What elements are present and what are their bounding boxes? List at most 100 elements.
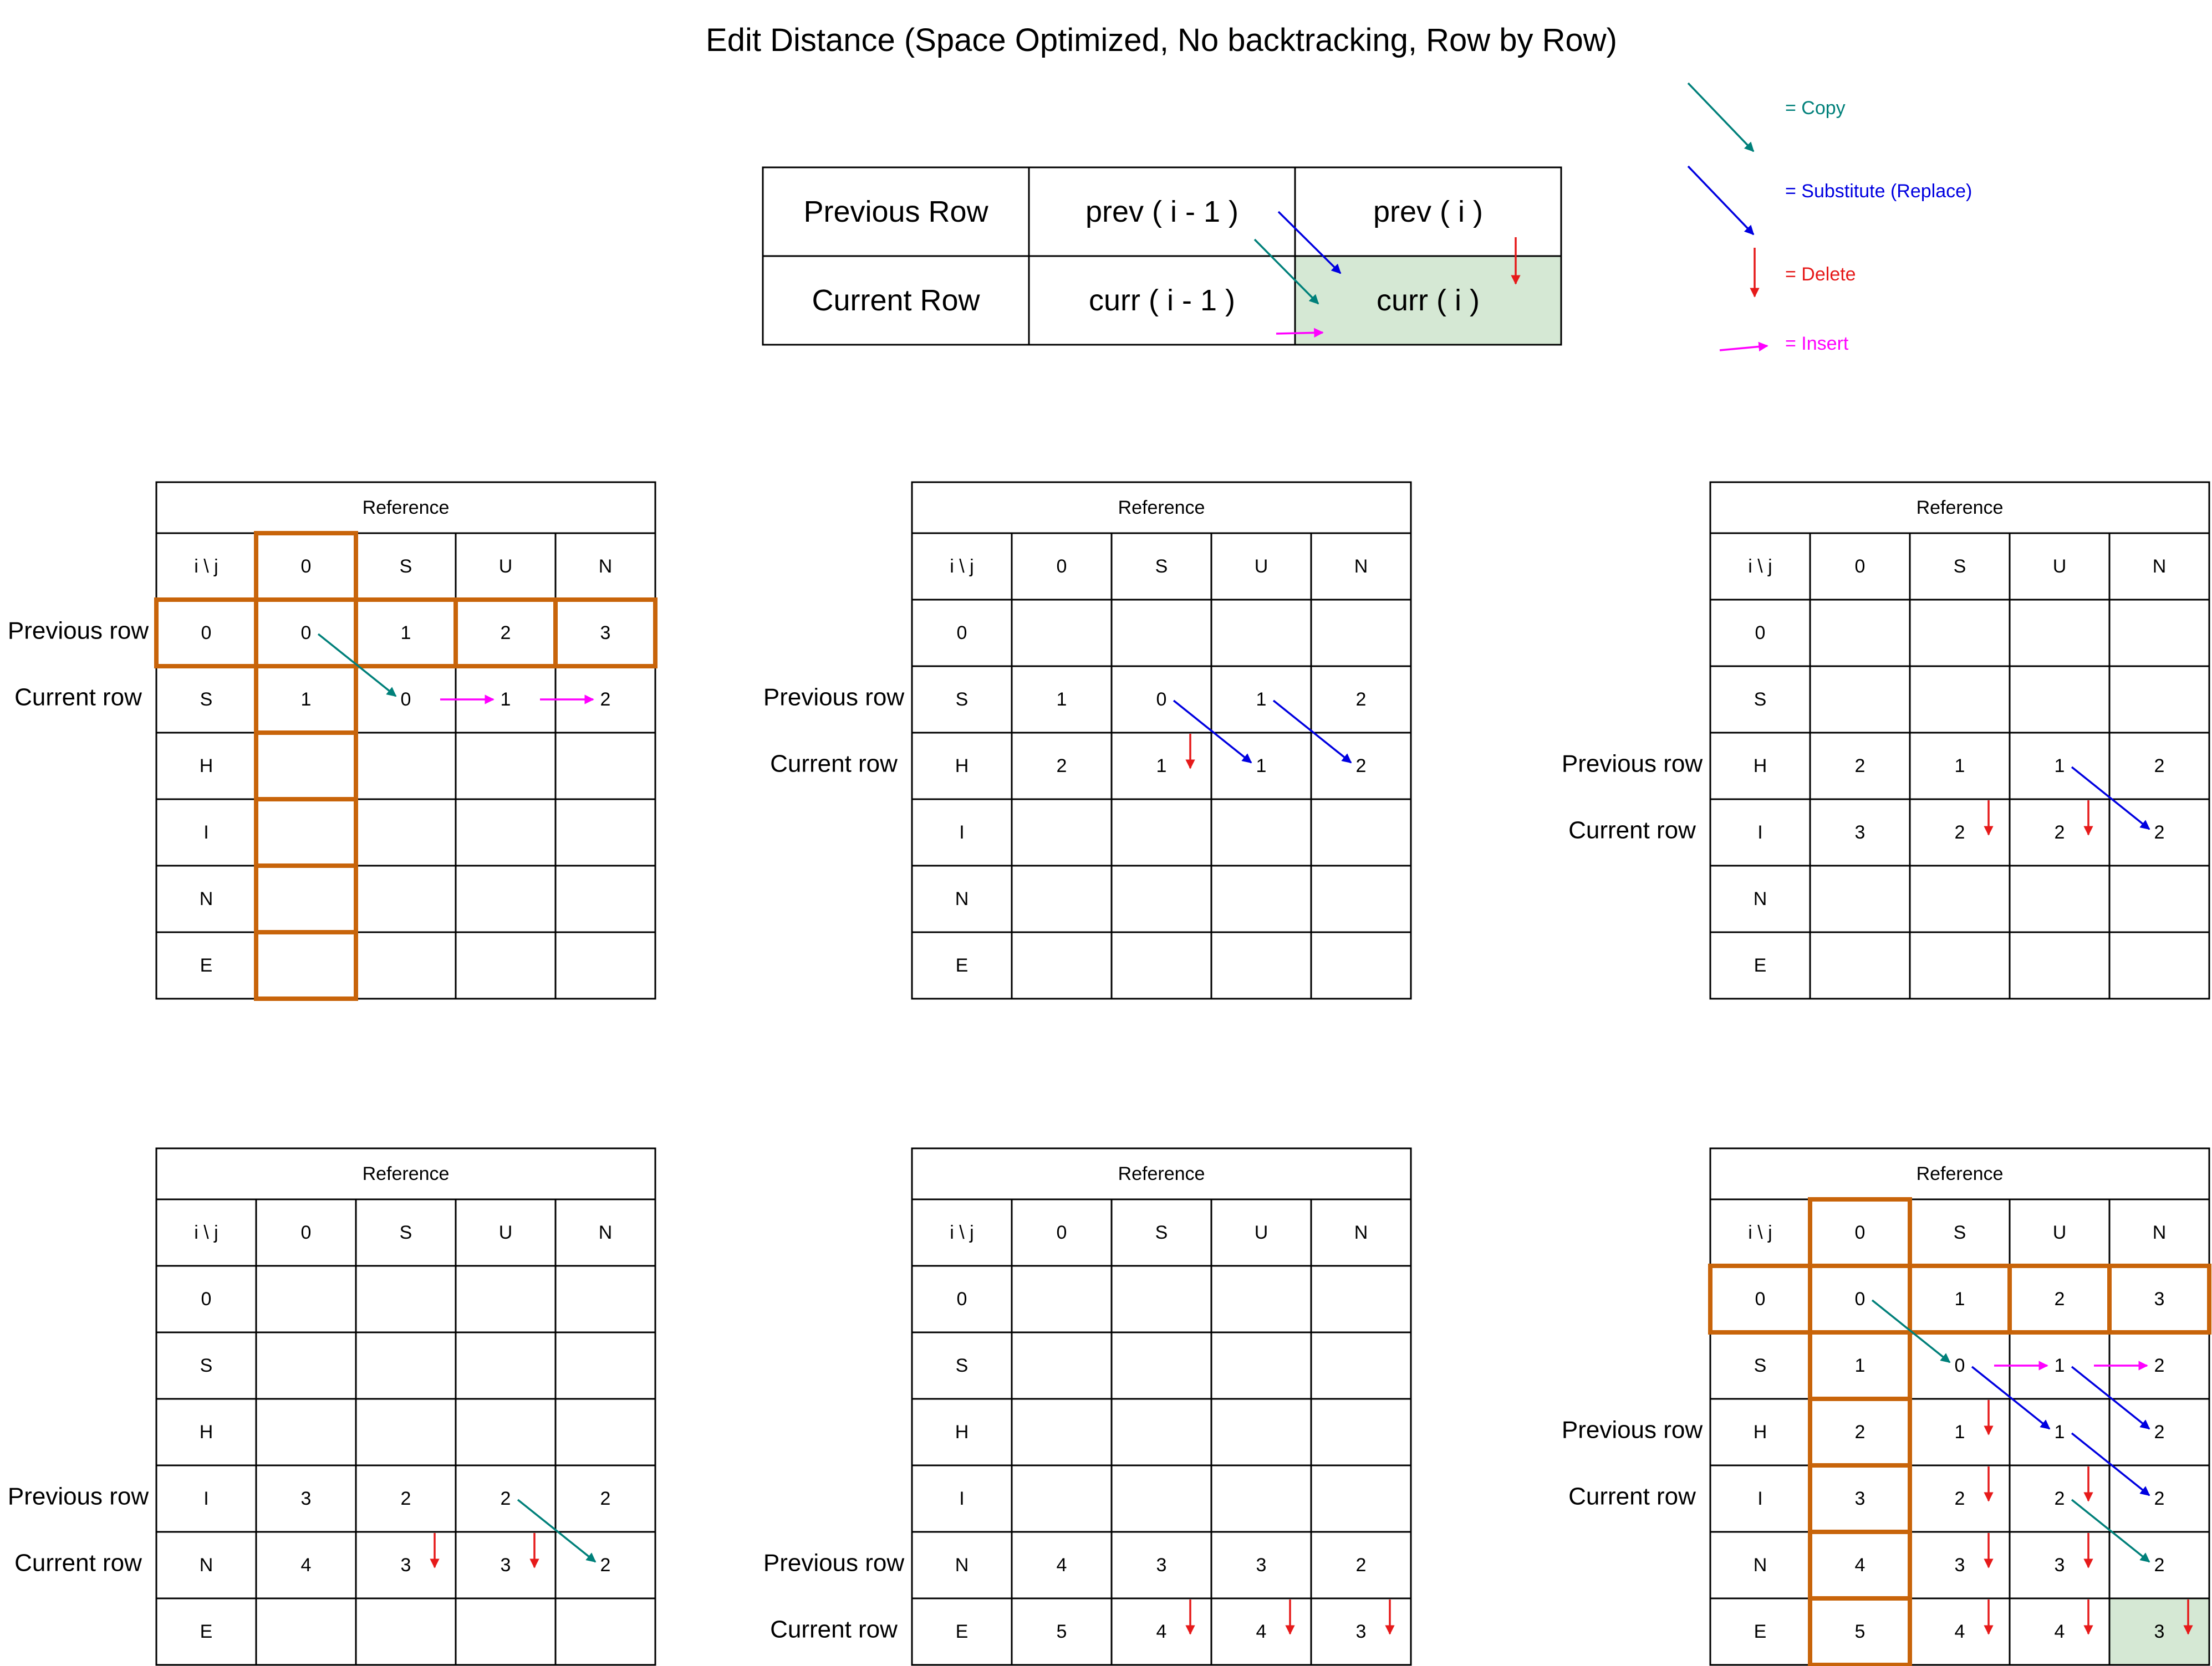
grid-cell bbox=[355, 1398, 457, 1466]
key-table: Previous Row prev ( i - 1 ) prev ( i ) Curr… bbox=[762, 166, 1562, 346]
reference-header: Reference bbox=[363, 1163, 450, 1184]
dp-value: 1 bbox=[1955, 1422, 1965, 1443]
grid-cell bbox=[1310, 1398, 1412, 1466]
grid-cell bbox=[355, 1597, 457, 1666]
grid-header-label: N bbox=[1754, 1555, 1767, 1576]
dp-value: 1 bbox=[1955, 1289, 1965, 1310]
grid-cell bbox=[355, 865, 457, 933]
grid-cell bbox=[554, 732, 656, 800]
dp-value: 2 bbox=[2154, 755, 2165, 776]
grid-header-label: H bbox=[1754, 755, 1767, 776]
dp-value: 2 bbox=[401, 1488, 411, 1509]
grid-header-label: H bbox=[955, 755, 969, 776]
grid-header-label: U bbox=[2053, 556, 2067, 577]
current-row-label: Current row bbox=[14, 684, 142, 711]
grid-header-label: S bbox=[200, 1355, 213, 1376]
dp-grid: Reference i \ j 0 S U N 0 S H 2 1 1 2 I 3 2 2 2 N E Previous… bbox=[1562, 481, 2210, 1000]
grid-header-label: S bbox=[1155, 556, 1168, 577]
grid-cell bbox=[1809, 599, 1911, 667]
grid-header-label: U bbox=[1255, 1222, 1268, 1243]
grid-cell bbox=[1809, 865, 1911, 933]
dp-value: 3 bbox=[401, 1555, 411, 1576]
grid-header-label: E bbox=[200, 955, 213, 976]
dp-value: 3 bbox=[1955, 1555, 1965, 1576]
key-copy-arrow bbox=[1253, 238, 1319, 305]
dp-value: 1 bbox=[1256, 755, 1267, 776]
grid-header-label: U bbox=[2053, 1222, 2067, 1243]
previous-row-label: Previous row bbox=[763, 1550, 905, 1577]
grid-header-label: i \ j bbox=[194, 1222, 218, 1243]
substitute-arrow bbox=[1173, 699, 1252, 764]
dp-value: 3 bbox=[2154, 1289, 2165, 1310]
substitute-arrow bbox=[1971, 1366, 2051, 1430]
grid-cell bbox=[2108, 931, 2210, 1000]
grid-header-label: S bbox=[1954, 556, 1966, 577]
grid-header-label: 0 bbox=[957, 622, 967, 643]
grid-cell bbox=[255, 1398, 357, 1466]
highlight-col-cell bbox=[254, 797, 358, 868]
key-cell-text: prev ( i ) bbox=[1373, 195, 1483, 228]
grid-cell bbox=[1210, 798, 1312, 867]
grid-header-label: N bbox=[599, 1222, 613, 1243]
grid-cell bbox=[1310, 798, 1412, 867]
dp-value: 1 bbox=[2055, 1422, 2065, 1443]
grid-header-label: H bbox=[955, 1422, 969, 1443]
previous-row-label: Previous row bbox=[763, 684, 905, 711]
grid-cell bbox=[2108, 865, 2210, 933]
grid-cell bbox=[1310, 599, 1412, 667]
grid-cell bbox=[1011, 1331, 1113, 1400]
previous-row-label: Previous row bbox=[1562, 750, 1703, 778]
grid-header-label: 0 bbox=[1755, 622, 1766, 643]
key-cell-text: curr ( i - 1 ) bbox=[1089, 284, 1235, 317]
dp-value: 4 bbox=[2055, 1621, 2065, 1642]
grid-cell bbox=[455, 1597, 557, 1666]
grid-cell bbox=[355, 1331, 457, 1400]
grid-header-label: H bbox=[200, 1422, 213, 1443]
grid-header-label: i \ j bbox=[1748, 1222, 1772, 1243]
dp-value: 4 bbox=[1955, 1621, 1965, 1642]
grid-cell bbox=[255, 931, 357, 1000]
grid-header-label: I bbox=[203, 1488, 208, 1509]
grid-header-label: N bbox=[1754, 888, 1767, 909]
grid-cell bbox=[1210, 1398, 1312, 1466]
grid-cell bbox=[1011, 798, 1113, 867]
highlight-col-cell bbox=[254, 730, 358, 801]
grid-header-label: 0 bbox=[201, 622, 212, 643]
dp-grid: Reference i \ j 0 S U N 0 S H I N 4 3 3 2 E 5 4 4 3 Previous… bbox=[763, 1147, 1412, 1666]
dp-value: 3 bbox=[2154, 1621, 2165, 1642]
dp-value: 1 bbox=[1057, 689, 1067, 710]
grid-cell bbox=[255, 1331, 357, 1400]
dp-value: 4 bbox=[1156, 1621, 1167, 1642]
dp-value: 2 bbox=[501, 622, 511, 643]
grid-cell bbox=[255, 732, 357, 800]
grid-cell bbox=[455, 865, 557, 933]
grid-cell bbox=[1909, 599, 2011, 667]
grid-header-label: i \ j bbox=[194, 556, 218, 577]
grid-header-label: S bbox=[1754, 1355, 1767, 1376]
grid-cell bbox=[455, 1265, 557, 1333]
grid-cell bbox=[1210, 931, 1312, 1000]
grid-cell bbox=[554, 1398, 656, 1466]
reference-header: Reference bbox=[363, 497, 450, 518]
key-cell-text: Previous Row bbox=[803, 195, 988, 228]
dp-value: 2 bbox=[600, 1555, 611, 1576]
substitute-arrow bbox=[2071, 1366, 2150, 1430]
dp-value: 2 bbox=[2154, 822, 2165, 843]
current-row-label: Current row bbox=[14, 1550, 142, 1577]
dp-value: 2 bbox=[2055, 822, 2065, 843]
grid-header-label: N bbox=[599, 556, 613, 577]
grid-cell bbox=[1809, 665, 1911, 734]
grid-header-label: 0 bbox=[301, 1222, 312, 1243]
grid-header-label: N bbox=[1354, 1222, 1368, 1243]
dp-value: 2 bbox=[2055, 1488, 2065, 1509]
grid-cell bbox=[1909, 865, 2011, 933]
key-cell-text: prev ( i - 1 ) bbox=[1085, 195, 1238, 228]
dp-value: 4 bbox=[301, 1555, 312, 1576]
grid-cell bbox=[1210, 1464, 1312, 1533]
grid-header-label: E bbox=[1754, 955, 1767, 976]
grid-header-label: I bbox=[1757, 1488, 1762, 1509]
grid-header-label: S bbox=[1754, 689, 1767, 710]
grid-header-label: 0 bbox=[1057, 556, 1067, 577]
grid-cell bbox=[1210, 1265, 1312, 1333]
copy-arrow bbox=[2071, 1499, 2150, 1563]
